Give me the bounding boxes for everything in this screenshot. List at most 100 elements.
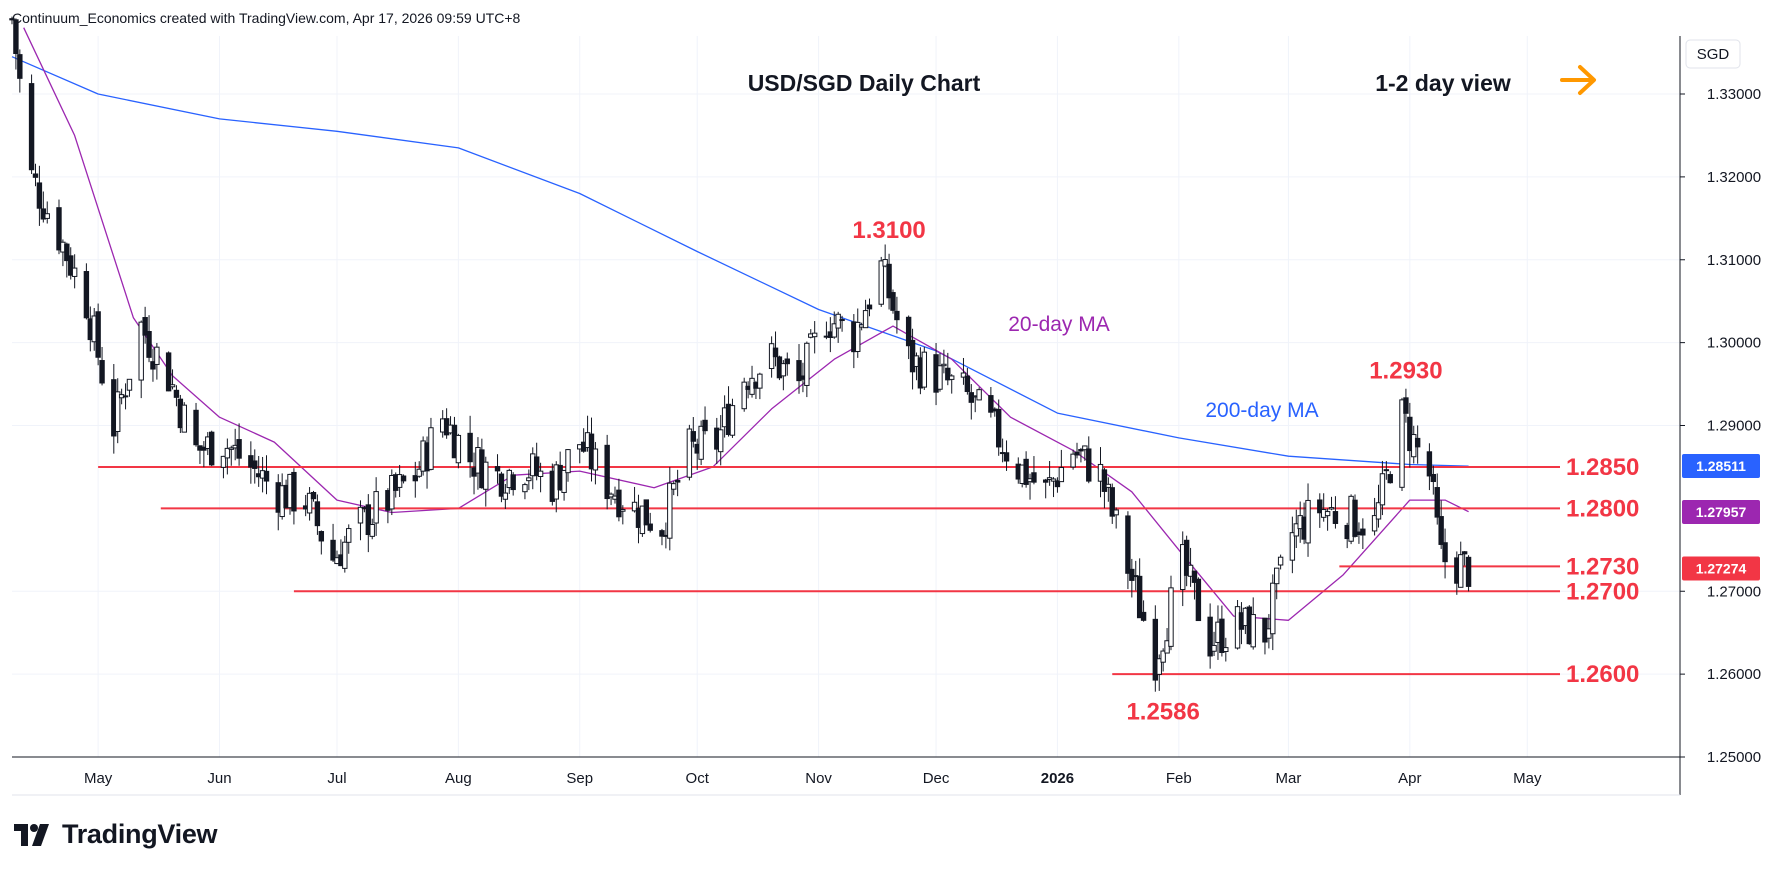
candle-body xyxy=(882,259,888,267)
candle-body xyxy=(1465,556,1472,587)
level-label: 1.2800 xyxy=(1566,495,1639,522)
candle-body xyxy=(483,461,489,490)
candle-body xyxy=(671,483,677,490)
candle-body xyxy=(1054,480,1061,488)
candle-body xyxy=(1031,472,1037,483)
ma200-label: 200-day MA xyxy=(1205,399,1318,422)
candle-body xyxy=(1074,451,1080,456)
candle-body xyxy=(169,384,176,388)
price-tag xyxy=(1682,556,1760,581)
ma20-line xyxy=(23,27,1469,621)
candle-body xyxy=(620,509,626,512)
price-annotation: 1.2930 xyxy=(1369,358,1442,385)
price-tag xyxy=(1682,499,1760,524)
candle-body xyxy=(1399,399,1405,488)
candle-body xyxy=(28,83,35,171)
axes: 1.33000 1.32000 1.31000 1.30000 1.29000 1.270… xyxy=(12,36,1761,796)
candle-body xyxy=(1360,528,1366,536)
candle-body xyxy=(208,431,215,466)
candle-body xyxy=(17,54,23,79)
candle-body xyxy=(310,491,317,500)
candle-body xyxy=(318,531,325,542)
candle-body xyxy=(686,428,693,478)
candlesticks xyxy=(9,16,1472,692)
candle-body xyxy=(32,173,39,178)
candle-body xyxy=(1332,511,1339,524)
candle-body xyxy=(1458,554,1464,588)
candle-body xyxy=(99,360,105,384)
candle-body xyxy=(467,432,473,463)
candle-body xyxy=(835,313,841,329)
candle-body xyxy=(1211,644,1217,652)
candle-body xyxy=(36,182,43,209)
candle-body xyxy=(1140,611,1147,621)
y-tick-label: 1.33000 xyxy=(1707,86,1761,103)
candle-body xyxy=(236,439,242,459)
x-tick-label: 2026 xyxy=(1041,770,1074,787)
candle-body xyxy=(1195,578,1202,622)
candle-body xyxy=(1317,499,1323,514)
candle-body xyxy=(193,409,199,446)
chart-credit: Continuum_Economics created with Trading… xyxy=(12,10,521,26)
candle-body xyxy=(220,455,227,468)
candle-body xyxy=(1414,437,1421,448)
candle-body xyxy=(1191,570,1198,583)
candle-body xyxy=(964,375,971,393)
candle-body xyxy=(389,474,395,510)
candle-body xyxy=(1070,453,1076,468)
candle-body xyxy=(866,304,873,310)
candle-body xyxy=(702,419,708,432)
price-tag-label: 1.27957 xyxy=(1696,504,1747,520)
price-tag xyxy=(1682,454,1760,479)
candle-body xyxy=(780,363,787,377)
candle-body xyxy=(921,351,928,388)
x-tick-label: Dec xyxy=(923,770,950,787)
candle-body xyxy=(13,19,19,55)
currency-label: SGD xyxy=(1685,39,1741,69)
candle-body xyxy=(890,292,896,311)
candle-body xyxy=(1293,523,1299,537)
price-tags: 1.28511 1.27957 1.27274 xyxy=(1682,454,1760,581)
candle-body xyxy=(64,243,70,262)
candle-body xyxy=(1136,575,1143,619)
price-annotation: 1.3100 xyxy=(852,217,925,244)
candle-body xyxy=(604,444,610,500)
candle-body xyxy=(1277,556,1284,566)
candle-body xyxy=(839,319,845,322)
candle-body xyxy=(659,530,665,537)
candle-body xyxy=(1407,416,1413,452)
chart-labels: USD/SGD Daily Chart 1-2 day view 20-day … xyxy=(748,65,1596,422)
candle-body xyxy=(1250,614,1256,648)
candle-body xyxy=(9,18,15,21)
candle-body xyxy=(1438,516,1444,545)
y-tick-label: 1.31000 xyxy=(1707,252,1761,269)
level-label: 1.2850 xyxy=(1566,454,1639,481)
candle-body xyxy=(1183,539,1190,576)
x-tick-label: Mar xyxy=(1276,770,1302,787)
candle-body xyxy=(878,260,884,305)
candle-body xyxy=(1164,640,1170,654)
candle-body xyxy=(1434,487,1440,518)
candle-body xyxy=(945,367,951,381)
candle-body xyxy=(306,492,313,514)
tradingview-logo[interactable]: TradingView xyxy=(14,819,218,850)
candle-body xyxy=(510,474,516,491)
svg-text:SGD: SGD xyxy=(1697,46,1730,63)
candle-body xyxy=(1383,469,1390,472)
candle-body xyxy=(1223,647,1229,653)
candle-body xyxy=(95,311,101,358)
candle-body xyxy=(941,363,947,367)
candle-body xyxy=(949,375,955,380)
candle-body xyxy=(1109,487,1115,517)
candle-body xyxy=(616,489,622,518)
y-tick-label: 1.30000 xyxy=(1707,335,1761,352)
candle-body xyxy=(228,447,234,450)
candle-body xyxy=(1078,449,1084,452)
candle-body xyxy=(122,395,129,398)
y-tick-label: 1.32000 xyxy=(1707,169,1761,186)
candle-body xyxy=(796,360,802,382)
chart-title: USD/SGD Daily Chart xyxy=(748,70,981,96)
candle-body xyxy=(608,493,614,498)
candle-body xyxy=(804,342,810,386)
